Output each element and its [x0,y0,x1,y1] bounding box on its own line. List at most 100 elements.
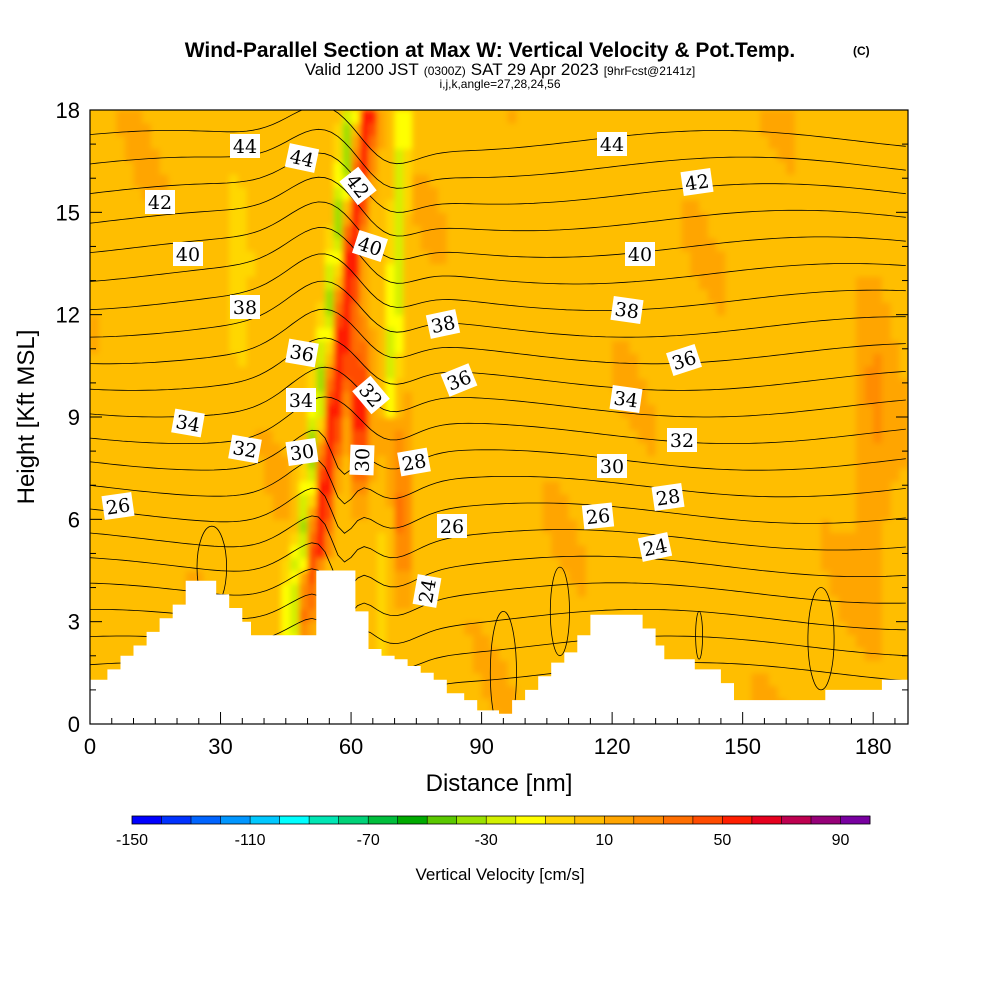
theta-contour-label: 24 [637,532,673,562]
w-cell [124,404,135,418]
w-cell [655,289,665,303]
w-cell [760,660,770,674]
w-cell [394,289,404,303]
y-tick-label: 15 [56,200,80,225]
w-cell [107,596,117,610]
w-cell [211,493,222,508]
colorbar-swatch [427,816,458,824]
w-cell [150,596,161,610]
w-cell [673,314,683,329]
w-cell [681,212,691,226]
w-cell [142,340,152,354]
w-cell [333,110,343,124]
w-cell [760,237,770,252]
w-cell [612,417,622,431]
w-cell [681,135,691,149]
w-cell [646,365,657,380]
w-cell [446,161,457,175]
w-cell [873,250,883,265]
w-cell [803,161,813,175]
w-cell [394,481,404,495]
w-cell [899,263,908,277]
w-cell [325,174,335,188]
w-cell [734,596,744,610]
w-cell [794,237,805,252]
w-cell [638,122,648,137]
w-cell [368,110,378,124]
w-cell [742,634,752,648]
w-cell [899,110,908,124]
w-cell [237,404,248,418]
w-cell [768,557,779,572]
w-cell [577,404,587,418]
w-cell [316,135,326,149]
w-cell [803,429,813,444]
w-cell [90,327,100,341]
w-cell [368,365,378,380]
w-cell [559,186,570,201]
w-cell [429,532,439,546]
w-cell [211,263,222,277]
w-cell [786,110,796,124]
w-cell [864,174,874,188]
w-cell [812,301,822,316]
w-cell [690,417,700,431]
w-cell [98,276,108,290]
theta-contour-label-text: 26 [440,516,464,538]
w-cell [107,148,117,162]
w-cell [864,314,874,329]
w-cell [377,225,387,239]
w-cell [525,186,535,201]
w-cell [734,468,744,482]
w-cell [359,301,370,316]
w-cell [742,647,752,661]
w-cell [481,647,491,661]
w-cell [420,544,430,559]
w-cell [533,660,544,674]
w-cell [899,557,908,572]
w-cell [734,519,744,533]
w-cell [707,174,718,188]
w-cell [638,148,648,162]
w-cell [168,135,178,149]
w-cell [707,289,718,303]
w-cell [699,301,709,316]
w-cell [629,340,639,354]
w-cell [307,174,317,188]
w-cell [394,314,404,329]
w-cell [525,621,535,636]
w-cell [890,506,900,520]
w-cell [734,404,744,418]
w-cell [159,442,169,456]
w-cell [124,301,135,316]
w-cell [516,685,526,699]
w-cell [403,506,413,520]
w-cell [786,161,796,175]
w-cell [377,506,387,520]
w-cell [124,570,135,584]
w-cell [403,199,413,213]
w-cell [847,660,857,674]
w-cell [812,468,822,482]
w-cell [220,110,230,124]
w-cell [203,174,213,188]
theta-contour-label-text: 34 [174,411,202,437]
w-cell [420,417,430,431]
w-cell [881,570,892,584]
w-cell [507,455,517,469]
w-cell [516,135,526,149]
w-cell [655,417,665,431]
w-cell [803,122,813,137]
w-cell [612,122,622,137]
w-cell [525,481,535,495]
w-cell [742,532,752,546]
w-cell [124,365,135,380]
w-cell [716,314,726,329]
w-cell [768,621,779,636]
w-cell [177,378,187,392]
w-cell [272,122,282,137]
w-cell [472,110,483,124]
theta-contour-label: 36 [666,343,702,377]
w-cell [760,263,770,277]
w-cell [203,289,213,303]
